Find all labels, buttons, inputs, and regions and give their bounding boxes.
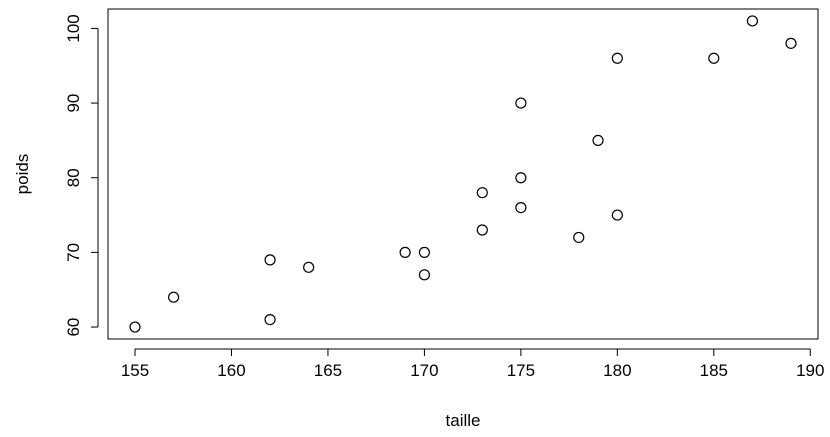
y-tick-label: 100 — [64, 14, 83, 42]
y-tick-label: 80 — [64, 168, 83, 187]
data-point — [611, 209, 623, 221]
data-point — [592, 134, 604, 147]
y-tick-label: 90 — [64, 94, 83, 113]
x-tick-label: 190 — [796, 361, 824, 380]
y-axis: 60 70 80 90 100 — [64, 14, 99, 337]
data-point — [476, 187, 488, 199]
data-point — [418, 246, 431, 258]
data-point — [611, 52, 623, 64]
data-point — [476, 224, 488, 236]
data-point — [129, 321, 141, 333]
data-point — [515, 172, 527, 184]
plot-frame-layer — [107, 8, 819, 340]
y-tick-label: 70 — [64, 243, 83, 262]
x-tick-label: 170 — [410, 361, 438, 380]
x-tick-label: 165 — [314, 361, 342, 380]
data-point — [264, 254, 276, 266]
data-point — [264, 313, 276, 326]
data-point — [708, 52, 720, 64]
data-point — [746, 15, 759, 27]
data-point — [399, 246, 411, 258]
y-tick-label: 60 — [64, 318, 83, 337]
data-point — [573, 231, 585, 244]
data-point — [515, 97, 527, 109]
data-point — [515, 201, 527, 214]
x-tick-label: 175 — [507, 361, 535, 380]
x-axis: 155 160 165 170 175 180 185 190 — [121, 348, 824, 380]
x-axis-title: taille — [446, 411, 481, 430]
data-point — [785, 37, 797, 49]
data-point — [303, 261, 315, 273]
data-point — [418, 269, 431, 281]
y-axis-title: poids — [13, 154, 32, 195]
x-tick-label: 160 — [217, 361, 245, 380]
x-tick-label: 155 — [121, 361, 149, 380]
plot-frame — [107, 8, 819, 340]
x-tick-label: 185 — [700, 361, 728, 380]
data-point — [167, 291, 180, 303]
data-points — [129, 15, 797, 333]
x-tick-label: 180 — [603, 361, 631, 380]
